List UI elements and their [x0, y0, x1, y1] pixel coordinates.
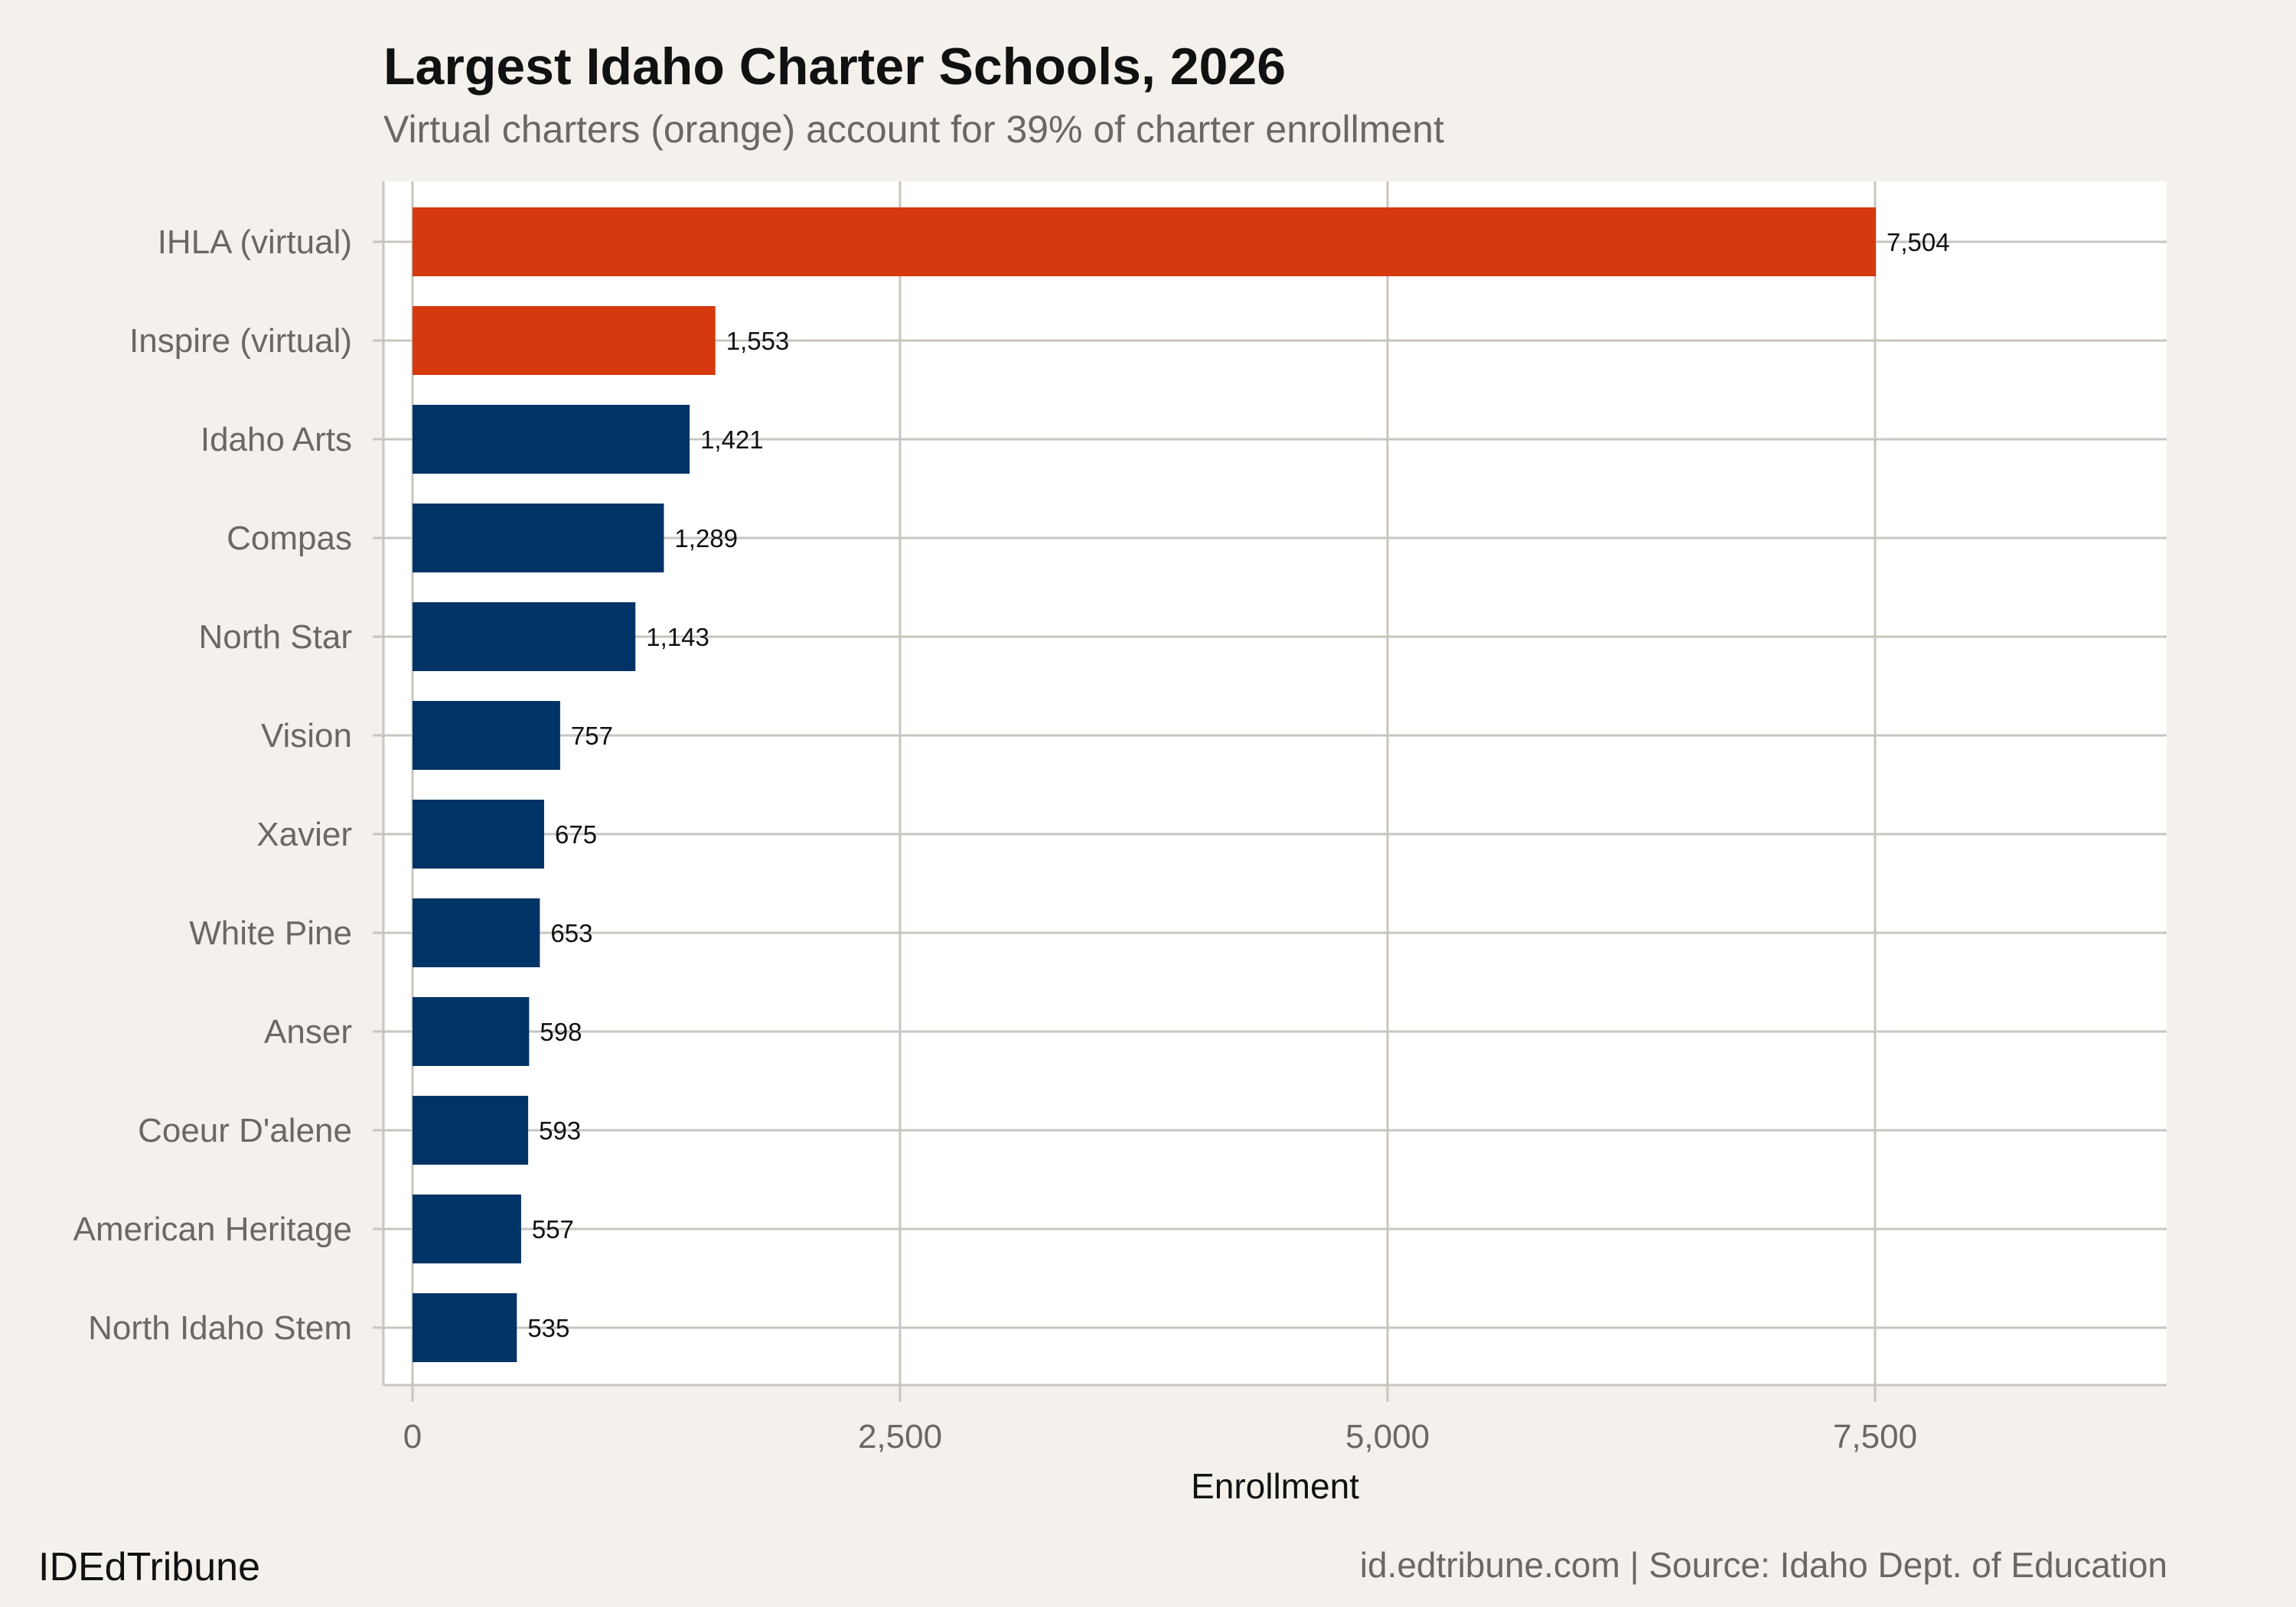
x-tick-label: 2,500 — [858, 1418, 942, 1455]
bar — [413, 405, 690, 474]
data-label: 598 — [540, 1018, 582, 1046]
data-label: 593 — [539, 1116, 581, 1145]
y-tick-label: White Pine — [189, 914, 352, 952]
bar — [413, 1195, 521, 1263]
bar — [413, 1096, 529, 1165]
data-label: 557 — [532, 1215, 574, 1244]
bar — [413, 898, 540, 967]
y-tick-label: Xavier — [256, 816, 352, 853]
y-tick-label: Coeur D'alene — [138, 1112, 352, 1149]
chart-title: Largest Idaho Charter Schools, 2026 — [383, 37, 1287, 96]
brand-logo-text: IDEdTribune — [38, 1545, 260, 1589]
data-label: 1,421 — [700, 425, 764, 454]
plot-panel — [383, 181, 2167, 1385]
y-tick-label: Compas — [227, 520, 352, 557]
y-tick-label: American Heritage — [73, 1211, 352, 1248]
bar — [413, 701, 560, 770]
data-label: 1,143 — [646, 623, 709, 651]
y-tick-label: North Star — [198, 618, 352, 656]
bar — [413, 800, 544, 869]
data-label: 7,504 — [1887, 228, 1950, 256]
data-label: 675 — [555, 820, 597, 849]
source-caption: id.edtribune.com | Source: Idaho Dept. o… — [1359, 1545, 2167, 1585]
x-tick-label: 0 — [403, 1418, 422, 1455]
chart-subtitle: Virtual charters (orange) account for 39… — [383, 108, 1444, 151]
bar — [413, 1293, 517, 1362]
bar — [413, 504, 664, 572]
bar — [413, 306, 716, 375]
data-label: 757 — [571, 722, 613, 750]
data-label: 535 — [527, 1314, 569, 1342]
y-tick-label: North Idaho Stem — [88, 1309, 352, 1347]
data-label: 653 — [550, 919, 592, 947]
bar — [413, 997, 530, 1066]
bar — [413, 602, 636, 671]
data-label: 1,289 — [674, 524, 738, 553]
x-tick-label: 7,500 — [1833, 1418, 1917, 1455]
x-axis-title: Enrollment — [1191, 1466, 1359, 1506]
bar — [413, 207, 1877, 276]
y-tick-label: Anser — [264, 1013, 352, 1051]
x-tick-label: 5,000 — [1345, 1418, 1430, 1455]
y-tick-label: IHLA (virtual) — [158, 223, 352, 261]
y-tick-label: Inspire (virtual) — [129, 322, 352, 360]
data-label: 1,553 — [726, 327, 790, 355]
y-tick-label: Vision — [261, 717, 352, 755]
y-tick-label: Idaho Arts — [201, 421, 352, 458]
